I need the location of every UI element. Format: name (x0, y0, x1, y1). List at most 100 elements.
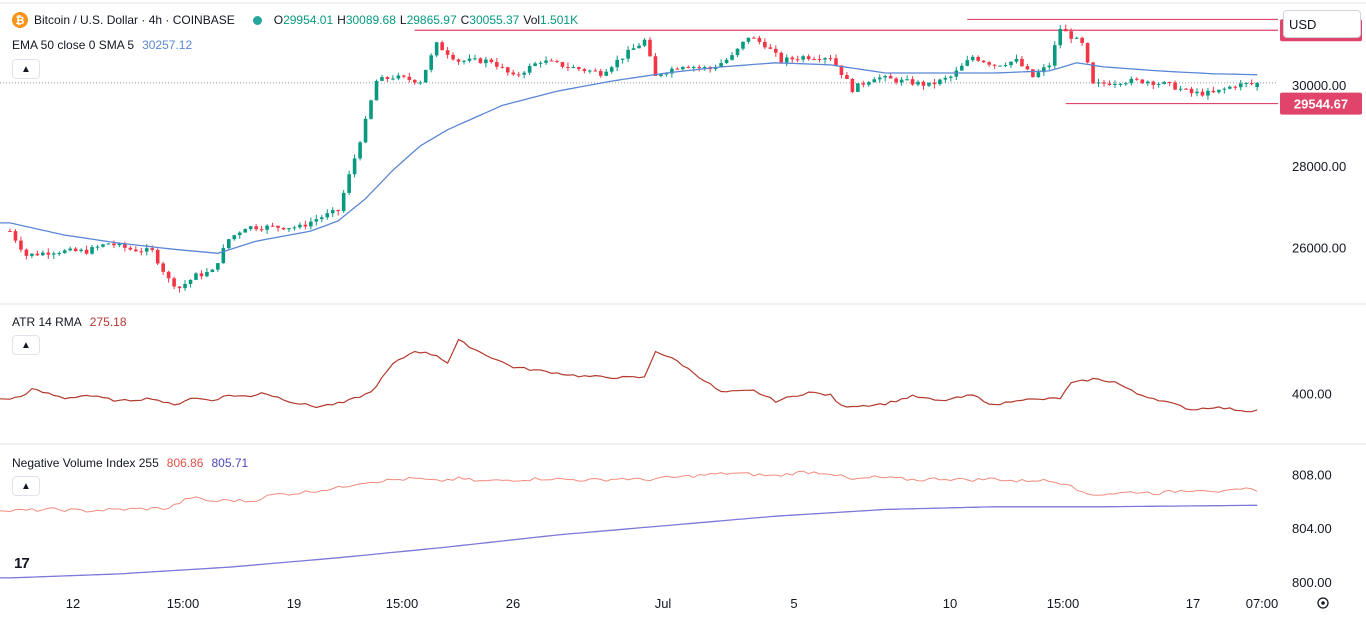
candle-body[interactable] (784, 57, 789, 63)
candle-body[interactable] (839, 65, 844, 76)
candle-body[interactable] (30, 253, 34, 256)
candle-body[interactable] (817, 59, 822, 61)
candle-body[interactable] (210, 269, 215, 273)
candle-body[interactable] (1025, 66, 1030, 70)
candle-body[interactable] (155, 249, 160, 264)
candle-body[interactable] (555, 61, 559, 63)
candle-body[interactable] (243, 229, 248, 233)
candle-body[interactable] (352, 158, 357, 175)
candle-body[interactable] (161, 263, 165, 272)
candle-body[interactable] (691, 66, 696, 68)
candle-body[interactable] (522, 72, 526, 75)
candle-body[interactable] (527, 65, 532, 73)
candle-body[interactable] (95, 246, 100, 248)
candle-body[interactable] (314, 219, 319, 222)
candle-body[interactable] (959, 65, 964, 71)
candle-body[interactable] (385, 77, 390, 79)
candle-body[interactable] (730, 55, 734, 60)
candle-body[interactable] (686, 66, 691, 68)
candle-body[interactable] (139, 251, 144, 253)
candle-body[interactable] (998, 65, 1002, 67)
candle-body[interactable] (281, 227, 286, 230)
candle-body[interactable] (495, 62, 499, 67)
candle-body[interactable] (248, 226, 253, 230)
candle-body[interactable] (221, 248, 226, 264)
candle-body[interactable] (232, 235, 237, 240)
candle-body[interactable] (1156, 83, 1161, 85)
candle-body[interactable] (932, 82, 937, 85)
ema-legend[interactable]: EMA 50 close 0 SMA 5 30257.12 (12, 38, 192, 52)
candle-body[interactable] (790, 57, 795, 60)
candle-body[interactable] (801, 56, 805, 60)
candle-body[interactable] (1118, 83, 1123, 85)
candle-body[interactable] (1009, 61, 1013, 66)
candle-body[interactable] (927, 82, 931, 86)
candle-body[interactable] (1244, 83, 1249, 85)
candle-body[interactable] (199, 273, 204, 277)
candle-body[interactable] (134, 249, 138, 252)
candle-body[interactable] (779, 52, 784, 63)
symbol-title[interactable]: Bitcoin / U.S. Dollar · 4h · COINBASE (34, 13, 235, 27)
candle-body[interactable] (943, 77, 948, 80)
candle-body[interactable] (1096, 82, 1101, 84)
candle-body[interactable] (478, 58, 483, 64)
candle-body[interactable] (888, 76, 893, 79)
candle-body[interactable] (560, 62, 565, 67)
candle-body[interactable] (533, 63, 537, 66)
candle-body[interactable] (768, 47, 773, 49)
candle-body[interactable] (265, 225, 269, 230)
candle-body[interactable] (566, 66, 570, 68)
candle-body[interactable] (418, 82, 423, 84)
candle-body[interactable] (19, 240, 23, 250)
candle-body[interactable] (434, 42, 439, 56)
candle-body[interactable] (642, 39, 647, 46)
candle-body[interactable] (276, 225, 280, 228)
candle-body[interactable] (183, 283, 187, 289)
candle-body[interactable] (883, 76, 887, 78)
candle-body[interactable] (1195, 91, 1199, 94)
candle-body[interactable] (1167, 81, 1172, 83)
candle-body[interactable] (462, 60, 466, 62)
candle-body[interactable] (615, 59, 619, 68)
candle-body[interactable] (227, 239, 231, 249)
candle-body[interactable] (697, 66, 702, 68)
candle-body[interactable] (604, 71, 609, 76)
candle-body[interactable] (369, 100, 373, 119)
candle-body[interactable] (1052, 45, 1057, 66)
candle-body[interactable] (456, 59, 461, 62)
candle-body[interactable] (637, 45, 641, 49)
candle-body[interactable] (741, 41, 745, 49)
candle-body[interactable] (598, 71, 603, 76)
candle-body[interactable] (987, 62, 991, 65)
price-pane[interactable] (0, 18, 1278, 293)
candle-body[interactable] (746, 37, 751, 42)
candle-body[interactable] (981, 60, 986, 63)
candle-body[interactable] (319, 217, 324, 220)
candle-body[interactable] (1031, 69, 1035, 78)
candle-body[interactable] (648, 39, 652, 57)
candle-body[interactable] (101, 244, 105, 247)
candle-body[interactable] (358, 142, 362, 159)
candle-body[interactable] (1222, 88, 1227, 90)
collapse-legend-button[interactable]: ▲ (12, 59, 40, 79)
candle-body[interactable] (46, 252, 51, 255)
candle-body[interactable] (894, 78, 898, 83)
candle-body[interactable] (834, 58, 838, 66)
candle-body[interactable] (866, 82, 871, 85)
candle-body[interactable] (445, 50, 450, 55)
collapse-nvi-button[interactable]: ▲ (12, 476, 40, 496)
candle-body[interactable] (13, 231, 18, 241)
candle-body[interactable] (949, 76, 953, 78)
candle-body[interactable] (8, 231, 12, 233)
candle-body[interactable] (1162, 81, 1166, 84)
settings-gear-icon[interactable] (1317, 597, 1329, 609)
candle-body[interactable] (412, 79, 417, 83)
nvi-legend[interactable]: Negative Volume Index 255 806.86 805.71 (12, 456, 248, 470)
candle-body[interactable] (1124, 83, 1128, 85)
candle-body[interactable] (1238, 83, 1243, 88)
candle-body[interactable] (330, 210, 335, 214)
candle-body[interactable] (1014, 58, 1019, 62)
candle-body[interactable] (752, 37, 756, 39)
ema-line[interactable] (0, 62, 1258, 254)
candle-body[interactable] (872, 79, 877, 83)
